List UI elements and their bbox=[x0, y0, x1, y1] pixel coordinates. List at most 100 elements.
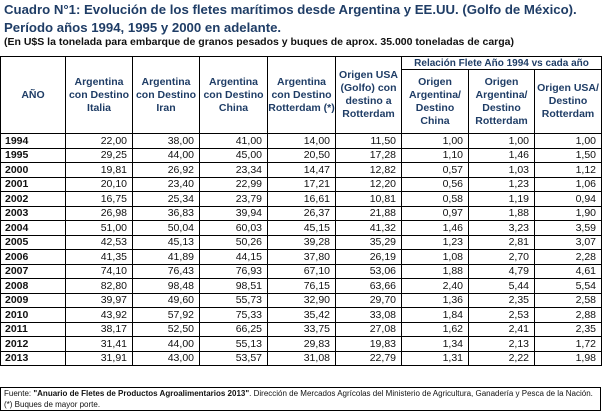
table-row: 2004 51,00 50,04 60,03 45,15 41,32 1,46 3,23 3,5… bbox=[0, 220, 603, 236]
column-header-china: Argentina con Destino China bbox=[199, 56, 268, 134]
value-cell: 26,92 bbox=[132, 162, 200, 178]
value-cell: 41,35 bbox=[65, 249, 133, 265]
value-cell: 2,58 bbox=[533, 292, 603, 308]
value-cell: 1,46 bbox=[401, 220, 469, 236]
year-cell: 2010 bbox=[0, 307, 66, 323]
value-cell: 1,50 bbox=[533, 147, 603, 163]
value-cell: 3,59 bbox=[533, 220, 603, 236]
value-cell: 50,04 bbox=[132, 220, 200, 236]
year-cell: 1994 bbox=[0, 133, 66, 149]
value-cell: 26,98 bbox=[65, 205, 133, 221]
relation-header-usa-rotterdam: Origen USA/ Destino Rotterdam bbox=[533, 69, 603, 134]
value-cell: 55,13 bbox=[199, 336, 268, 352]
value-cell: 25,34 bbox=[132, 191, 200, 207]
value-cell: 38,17 bbox=[65, 321, 133, 337]
value-cell: 1,10 bbox=[401, 147, 469, 163]
table-title-line-1: Cuadro N°1: Evolución de los fletes marí… bbox=[4, 2, 577, 17]
value-cell: 45,00 bbox=[199, 147, 268, 163]
value-cell: 1,23 bbox=[468, 176, 535, 192]
year-cell: 2008 bbox=[0, 278, 66, 294]
table-row: 2010 43,92 57,92 75,33 35,42 33,08 1,84 2,53 2,8… bbox=[0, 307, 603, 323]
column-header-iran: Argentina con Destino Iran bbox=[132, 56, 200, 134]
value-cell: 1,98 bbox=[533, 350, 603, 366]
value-cell: 57,92 bbox=[132, 307, 200, 323]
table-row: 2013 31,91 43,00 53,57 31,08 22,79 1,31 2,22 1,9… bbox=[0, 350, 603, 366]
table-row: 2012 31,41 44,00 55,13 29,83 19,83 1,34 2,13 1,7… bbox=[0, 336, 603, 352]
value-cell: 2,70 bbox=[468, 249, 535, 265]
value-cell: 1,46 bbox=[468, 147, 535, 163]
value-cell: 36,83 bbox=[132, 205, 200, 221]
value-cell: 2,88 bbox=[533, 307, 603, 323]
value-cell: 1,62 bbox=[401, 321, 469, 337]
value-cell: 2,41 bbox=[468, 321, 535, 337]
table-body: 1994 22,00 38,00 41,00 14,00 11,50 1,00 1,00 1,0… bbox=[0, 133, 603, 366]
value-cell: 51,00 bbox=[65, 220, 133, 236]
table-row: 2008 82,80 98,48 98,51 76,15 63,66 2,40 5,44 5,5… bbox=[0, 278, 603, 294]
value-cell: 16,75 bbox=[65, 191, 133, 207]
value-cell: 12,20 bbox=[335, 176, 402, 192]
value-cell: 1,88 bbox=[401, 263, 469, 279]
value-cell: 55,73 bbox=[199, 292, 268, 308]
value-cell: 23,79 bbox=[199, 191, 268, 207]
value-cell: 82,80 bbox=[65, 278, 133, 294]
value-cell: 29,70 bbox=[335, 292, 402, 308]
value-cell: 14,47 bbox=[267, 162, 336, 178]
value-cell: 31,41 bbox=[65, 336, 133, 352]
value-cell: 45,13 bbox=[132, 234, 200, 250]
value-cell: 41,00 bbox=[199, 133, 268, 149]
value-cell: 1,12 bbox=[533, 162, 603, 178]
value-cell: 50,26 bbox=[199, 234, 268, 250]
value-cell: 26,37 bbox=[267, 205, 336, 221]
value-cell: 75,33 bbox=[199, 307, 268, 323]
value-cell: 20,10 bbox=[65, 176, 133, 192]
value-cell: 98,48 bbox=[132, 278, 200, 294]
value-cell: 3,07 bbox=[533, 234, 603, 250]
value-cell: 0,58 bbox=[401, 191, 469, 207]
value-cell: 33,08 bbox=[335, 307, 402, 323]
year-cell: 2003 bbox=[0, 205, 66, 221]
value-cell: 17,21 bbox=[267, 176, 336, 192]
value-cell: 2,81 bbox=[468, 234, 535, 250]
value-cell: 1,31 bbox=[401, 350, 469, 366]
year-cell: 2005 bbox=[0, 234, 66, 250]
value-cell: 76,43 bbox=[132, 263, 200, 279]
value-cell: 0,97 bbox=[401, 205, 469, 221]
value-cell: 11,50 bbox=[335, 133, 402, 149]
relation-group-header: Relación Flete Año 1994 vs cada año bbox=[400, 55, 603, 71]
value-cell: 1,03 bbox=[468, 162, 535, 178]
footnote-source: "Anuario de Fletes de Productos Agroalim… bbox=[33, 389, 250, 398]
value-cell: 44,15 bbox=[199, 249, 268, 265]
value-cell: 52,50 bbox=[132, 321, 200, 337]
value-cell: 1,72 bbox=[533, 336, 603, 352]
table-row: 2000 19,81 26,92 23,34 14,47 12,82 0,57 1,03 1,1… bbox=[0, 162, 603, 178]
value-cell: 22,79 bbox=[335, 350, 402, 366]
value-cell: 2,22 bbox=[468, 350, 535, 366]
value-cell: 10,81 bbox=[335, 191, 402, 207]
table-row: 2011 38,17 52,50 66,25 33,75 27,08 1,62 2,41 2,3… bbox=[0, 321, 603, 337]
value-cell: 76,15 bbox=[267, 278, 336, 294]
value-cell: 67,10 bbox=[267, 263, 336, 279]
value-cell: 2,35 bbox=[468, 292, 535, 308]
value-cell: 39,97 bbox=[65, 292, 133, 308]
year-cell: 2007 bbox=[0, 263, 66, 279]
value-cell: 35,29 bbox=[335, 234, 402, 250]
value-cell: 2,13 bbox=[468, 336, 535, 352]
year-cell: 2001 bbox=[0, 176, 66, 192]
value-cell: 0,94 bbox=[533, 191, 603, 207]
value-cell: 2,53 bbox=[468, 307, 535, 323]
value-cell: 49,60 bbox=[132, 292, 200, 308]
column-header-usa-rotterdam: Origen USA (Golfo) con destino a Rotterd… bbox=[335, 56, 402, 134]
value-cell: 26,19 bbox=[335, 249, 402, 265]
year-cell: 2000 bbox=[0, 162, 66, 178]
value-cell: 29,25 bbox=[65, 147, 133, 163]
value-cell: 0,57 bbox=[401, 162, 469, 178]
freight-table: AÑO Argentina con Destino Italia Argenti… bbox=[0, 55, 603, 366]
table-title-line-2: Período años 1994, 1995 y 2000 en adelan… bbox=[4, 20, 282, 35]
relation-header-arg-rotterdam: Origen Argentina/ Destino Rotterdam bbox=[468, 69, 535, 134]
value-cell: 4,61 bbox=[533, 263, 603, 279]
value-cell: 44,00 bbox=[132, 336, 200, 352]
value-cell: 43,92 bbox=[65, 307, 133, 323]
year-cell: 2009 bbox=[0, 292, 66, 308]
table-row: 1995 29,25 44,00 45,00 20,50 17,28 1,10 1,46 1,5… bbox=[0, 147, 603, 163]
